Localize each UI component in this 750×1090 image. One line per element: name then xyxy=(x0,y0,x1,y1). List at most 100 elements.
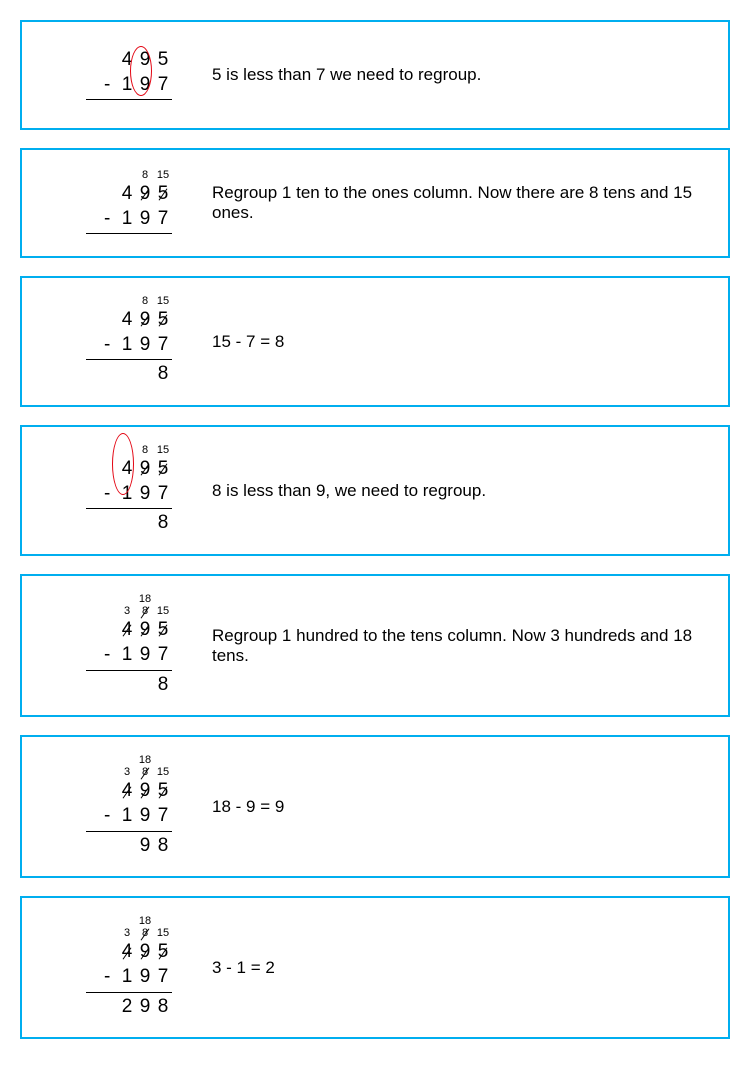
super-digit: 18 xyxy=(136,916,154,927)
digit-cell: 5 xyxy=(154,457,172,482)
math-column: 815495-1978 xyxy=(42,296,172,387)
digit-cell: 1 xyxy=(118,643,136,668)
minus-sign: - xyxy=(104,804,118,829)
subtrahend-row: -197 xyxy=(42,965,172,990)
super-digit: 8 xyxy=(136,928,154,939)
superscript-row: 18 xyxy=(42,594,172,605)
digit-cell: 4 xyxy=(118,457,136,482)
math-column: 183815495-197298 xyxy=(42,916,172,1019)
math-column: 183815495-19798 xyxy=(42,755,172,858)
super-digit xyxy=(118,916,136,927)
digit-cell: 9 xyxy=(136,618,154,643)
result-row: 298 xyxy=(42,995,172,1020)
digit-cell: 5 xyxy=(154,182,172,207)
minus-sign: - xyxy=(104,965,118,990)
superscript-row: 18 xyxy=(42,755,172,766)
digit-cell: 2 xyxy=(118,995,136,1020)
digit-cell: 1 xyxy=(118,207,136,232)
digit-cell xyxy=(118,362,136,387)
digit-cell: 9 xyxy=(136,995,154,1020)
super-digit: 15 xyxy=(154,928,172,939)
digit-cell: 8 xyxy=(154,995,172,1020)
digit-cell: 9 xyxy=(136,804,154,829)
rule-line xyxy=(86,992,172,993)
step-explanation: Regroup 1 hundred to the tens column. No… xyxy=(212,626,708,666)
digit-cell: 8 xyxy=(154,673,172,698)
step-explanation: 8 is less than 9, we need to regroup. xyxy=(212,481,486,501)
super-digit xyxy=(118,170,136,181)
minuend-row: 495 xyxy=(42,48,172,73)
digit-cell: 9 xyxy=(136,333,154,358)
digit-cell: 5 xyxy=(154,779,172,804)
digit-cell: 8 xyxy=(154,834,172,859)
super-digit: 3 xyxy=(118,767,136,778)
digit-cell: 9 xyxy=(136,779,154,804)
minus-sign: - xyxy=(104,207,118,232)
digit-cell xyxy=(136,511,154,536)
result-row: 98 xyxy=(42,834,172,859)
digit-cell: 7 xyxy=(154,804,172,829)
math-column: 815495-197 xyxy=(42,170,172,236)
step-box-3: 815495-197815 - 7 = 8 xyxy=(20,276,730,407)
digit-cell: 9 xyxy=(136,834,154,859)
super-digit xyxy=(118,296,136,307)
minuend-row: 495 xyxy=(42,182,172,207)
superscript-row: 815 xyxy=(42,170,172,181)
digit-cell xyxy=(136,673,154,698)
digit-cell: 4 xyxy=(118,779,136,804)
subtrahend-row: -197 xyxy=(42,333,172,358)
minuend-row: 495 xyxy=(42,940,172,965)
step-box-6: 183815495-1979818 - 9 = 9 xyxy=(20,735,730,878)
minuend-row: 495 xyxy=(42,308,172,333)
step-box-4: 815495-19788 is less than 9, we need to … xyxy=(20,425,730,556)
digit-cell: 7 xyxy=(154,482,172,507)
digit-cell: 5 xyxy=(154,48,172,73)
math-column: 815495-1978 xyxy=(42,445,172,536)
super-digit xyxy=(118,594,136,605)
digit-cell: 7 xyxy=(154,73,172,98)
step-box-1: 495-1975 is less than 7 we need to regro… xyxy=(20,20,730,130)
superscript-row: 3815 xyxy=(42,606,172,617)
math-column: 495-197 xyxy=(42,48,172,102)
minus-sign: - xyxy=(104,482,118,507)
digit-cell xyxy=(118,673,136,698)
digit-cell: 9 xyxy=(136,308,154,333)
digit-cell: 1 xyxy=(118,73,136,98)
subtrahend-row: -197 xyxy=(42,73,172,98)
super-digit: 3 xyxy=(118,606,136,617)
digit-cell: 7 xyxy=(154,333,172,358)
subtrahend-row: -197 xyxy=(42,482,172,507)
step-box-2: 815495-197Regroup 1 ten to the ones colu… xyxy=(20,148,730,258)
super-digit xyxy=(154,755,172,766)
super-digit: 8 xyxy=(136,606,154,617)
digit-cell: 9 xyxy=(136,482,154,507)
digit-cell: 9 xyxy=(136,643,154,668)
super-digit: 15 xyxy=(154,445,172,456)
super-digit: 3 xyxy=(118,928,136,939)
step-box-7: 183815495-1972983 - 1 = 2 xyxy=(20,896,730,1039)
super-digit: 8 xyxy=(136,445,154,456)
digit-cell xyxy=(118,834,136,859)
step-explanation: 18 - 9 = 9 xyxy=(212,797,284,817)
result-row: 8 xyxy=(42,362,172,387)
digit-cell: 4 xyxy=(118,940,136,965)
minuend-row: 495 xyxy=(42,618,172,643)
superscript-row: 3815 xyxy=(42,928,172,939)
result-row: 8 xyxy=(42,511,172,536)
digit-cell: 4 xyxy=(118,48,136,73)
step-explanation: 15 - 7 = 8 xyxy=(212,332,284,352)
digit-cell: 8 xyxy=(154,362,172,387)
digit-cell: 7 xyxy=(154,643,172,668)
digit-cell: 9 xyxy=(136,940,154,965)
digit-cell: 9 xyxy=(136,207,154,232)
rule-line xyxy=(86,831,172,832)
digit-cell: 7 xyxy=(154,207,172,232)
super-digit xyxy=(154,594,172,605)
minuend-row: 495 xyxy=(42,779,172,804)
digit-cell: 4 xyxy=(118,182,136,207)
rule-line xyxy=(86,359,172,360)
digit-cell: 7 xyxy=(154,965,172,990)
subtrahend-row: -197 xyxy=(42,207,172,232)
super-digit: 15 xyxy=(154,296,172,307)
digit-cell: 9 xyxy=(136,965,154,990)
